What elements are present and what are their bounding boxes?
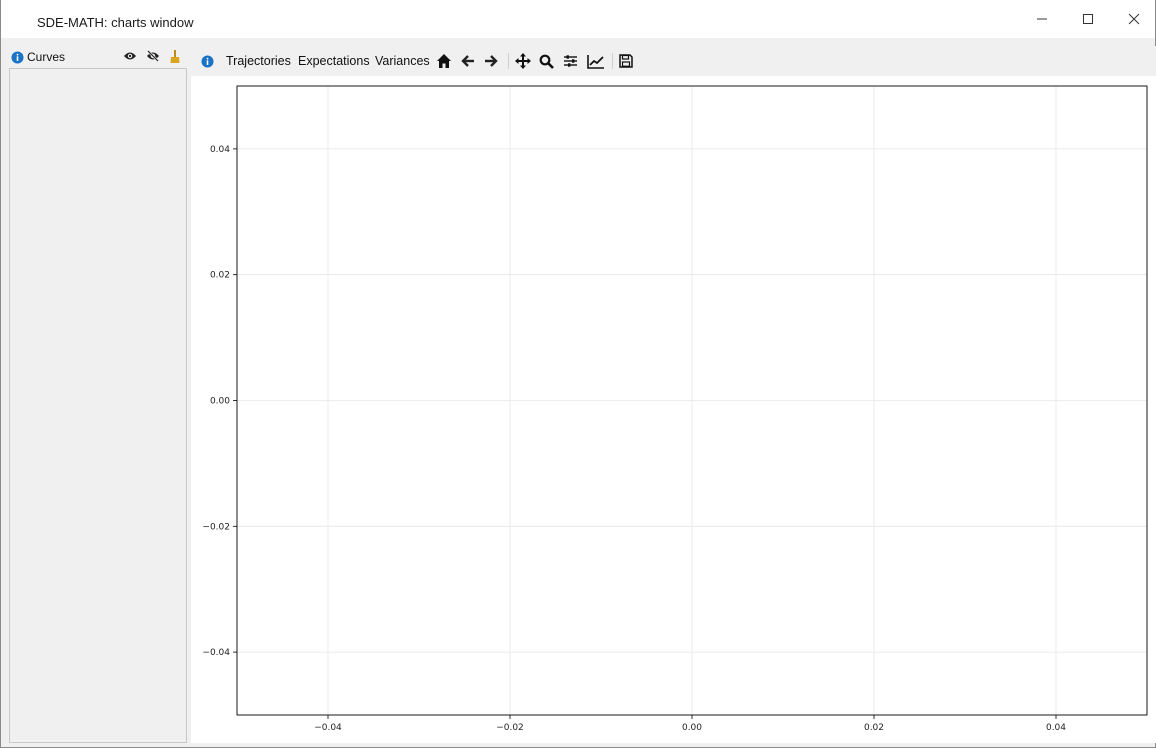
curves-panel: Curves [9, 46, 187, 743]
save-icon[interactable] [619, 46, 633, 76]
curves-label: Curves [27, 50, 66, 64]
home-icon[interactable] [436, 46, 452, 76]
expectations-label: Expectations [298, 54, 370, 68]
eye-slash-icon[interactable] [146, 50, 160, 65]
close-button[interactable] [1111, 0, 1156, 38]
x-tick-label: 0.02 [864, 723, 884, 733]
curves-header: Curves [9, 46, 187, 68]
eye-icon[interactable] [123, 50, 137, 65]
minimize-icon [1037, 18, 1047, 20]
toolbar-separator [508, 53, 509, 69]
subplots-config-icon[interactable] [563, 46, 578, 76]
chart-area[interactable]: −0.04 −0.02 0.00 0.02 0.04 −0.04 −0.02 0.00 0.02… [191, 76, 1156, 743]
variances-button[interactable]: Variances [375, 46, 430, 76]
x-tick-label: −0.02 [496, 723, 524, 733]
trajectories-button[interactable]: Trajectories [226, 46, 291, 76]
pan-icon[interactable] [515, 46, 531, 76]
axes-edit-icon[interactable] [587, 46, 605, 76]
maximize-icon [1083, 14, 1093, 24]
chart-toolbar: Trajectories Expectations Variances [191, 46, 1156, 76]
y-tick-label: −0.02 [202, 522, 230, 532]
curves-list[interactable] [9, 68, 187, 743]
minimize-button[interactable] [1019, 0, 1065, 38]
y-tick-label: −0.04 [202, 648, 230, 658]
close-icon [1128, 13, 1140, 25]
x-tick-label: 0.04 [1046, 723, 1066, 733]
zoom-icon[interactable] [539, 46, 554, 76]
forward-arrow-icon[interactable] [484, 46, 498, 76]
info-icon[interactable] [11, 51, 24, 67]
toolbar-info-icon[interactable] [201, 46, 214, 76]
broom-icon[interactable] [170, 50, 180, 67]
toolbar-separator [612, 53, 613, 69]
chart-canvas[interactable]: −0.04 −0.02 0.00 0.02 0.04 −0.04 −0.02 0.00 0.02… [191, 76, 1156, 743]
window-title: SDE-MATH: charts window [37, 15, 194, 30]
back-arrow-icon[interactable] [461, 46, 475, 76]
maximize-button[interactable] [1065, 0, 1111, 38]
x-tick-label: −0.04 [314, 723, 342, 733]
title-bar[interactable]: SDE-MATH: charts window [1, 0, 1155, 38]
trajectories-label: Trajectories [226, 54, 291, 68]
y-tick-label: 0.04 [210, 145, 230, 155]
y-tick-label: 0.00 [210, 397, 230, 407]
x-tick-label: 0.00 [682, 723, 702, 733]
expectations-button[interactable]: Expectations [298, 46, 370, 76]
variances-label: Variances [375, 54, 430, 68]
y-tick-label: 0.02 [210, 271, 230, 281]
chart-panel: Trajectories Expectations Variances [191, 46, 1156, 743]
